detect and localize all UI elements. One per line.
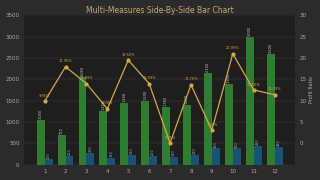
Bar [107, 158, 115, 165]
Text: 13.99%: 13.99% [80, 76, 93, 80]
Bar [149, 156, 157, 165]
Y-axis label: Profit Ratio: Profit Ratio [309, 76, 315, 104]
Text: 1,500: 1,500 [143, 90, 147, 100]
Bar [128, 155, 136, 165]
Bar [246, 37, 254, 165]
Bar [78, 77, 86, 165]
Bar [212, 148, 220, 165]
Text: 2,050: 2,050 [81, 66, 84, 76]
Text: 17.95%: 17.95% [59, 59, 72, 63]
Text: 220: 220 [130, 148, 134, 154]
Bar [267, 54, 275, 165]
Bar [58, 135, 66, 165]
Text: 12.50%: 12.50% [247, 83, 260, 87]
Text: 430: 430 [256, 139, 260, 145]
Text: 1,400: 1,400 [185, 94, 189, 104]
Bar [141, 101, 149, 165]
Bar [120, 103, 128, 165]
Text: 0.05%: 0.05% [164, 136, 176, 140]
Bar [170, 157, 178, 165]
Bar [45, 159, 52, 165]
Text: 200: 200 [68, 148, 72, 155]
Bar [275, 147, 283, 165]
Bar [191, 155, 199, 165]
Bar [162, 107, 170, 165]
Text: 11.39%: 11.39% [268, 87, 281, 91]
Text: 19.50%: 19.50% [122, 53, 135, 57]
Text: 1,350: 1,350 [164, 96, 168, 106]
Text: 1,900: 1,900 [227, 73, 231, 83]
Text: 2,600: 2,600 [268, 43, 273, 53]
Text: 1,050: 1,050 [39, 109, 43, 119]
Title: Multi-Measures Side-By-Side Bar Chart: Multi-Measures Side-By-Side Bar Chart [86, 6, 234, 15]
Text: 280: 280 [88, 145, 92, 152]
Text: 700: 700 [60, 127, 64, 134]
Bar [66, 156, 74, 165]
Text: 1,450: 1,450 [122, 92, 126, 102]
Text: 13.99%: 13.99% [142, 76, 156, 80]
Text: 380: 380 [214, 141, 218, 148]
Text: 13.70%: 13.70% [184, 77, 198, 81]
Text: 200: 200 [151, 148, 155, 155]
Bar [233, 148, 241, 165]
Bar [37, 120, 45, 165]
Bar [204, 73, 212, 165]
Text: 420: 420 [276, 139, 281, 146]
Text: 2,150: 2,150 [206, 62, 210, 72]
Bar [100, 111, 107, 165]
Text: 120: 120 [47, 152, 51, 159]
Bar [86, 153, 94, 165]
Bar [254, 146, 262, 165]
Text: 160: 160 [109, 150, 113, 157]
Bar [225, 84, 233, 165]
Text: 220: 220 [193, 148, 197, 154]
Text: 9.86%: 9.86% [39, 94, 50, 98]
Text: 20.99%: 20.99% [226, 46, 239, 50]
Text: 180: 180 [172, 149, 176, 156]
Bar [183, 105, 191, 165]
Text: 3,000: 3,000 [248, 26, 252, 36]
Text: 1,250: 1,250 [101, 100, 105, 110]
Text: 380: 380 [235, 141, 239, 148]
Text: 3.08%: 3.08% [206, 123, 218, 127]
Text: 8.08%: 8.08% [102, 101, 113, 105]
